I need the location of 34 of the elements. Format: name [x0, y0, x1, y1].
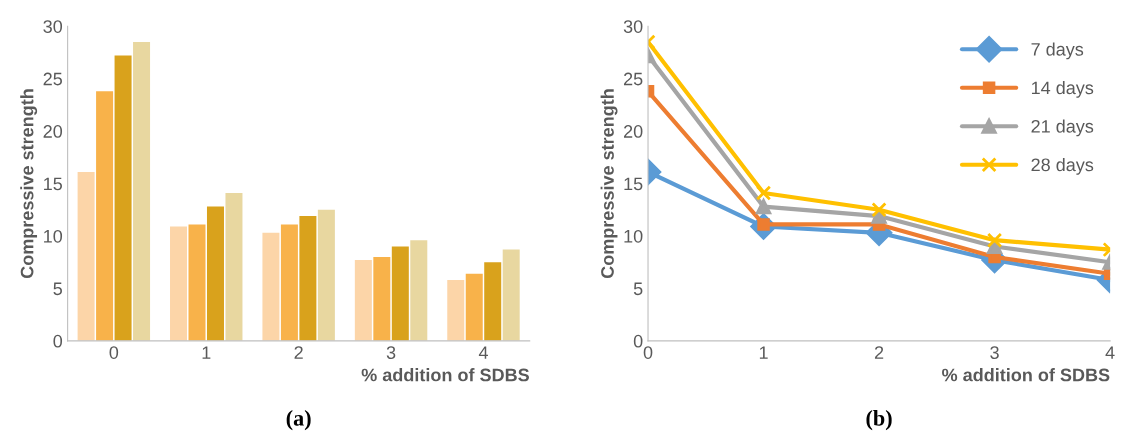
- y-tick-label: 0: [53, 334, 63, 348]
- legend-label: 7 days: [1031, 42, 1084, 60]
- text: (b): [866, 410, 892, 431]
- x-axis-title: % addition of SDBS: [942, 368, 1110, 382]
- x-tick-label: 0: [109, 346, 119, 359]
- y-tick-label: 25: [623, 72, 643, 86]
- x-tick-label: 4: [1105, 346, 1115, 359]
- x-tick-label: 3: [990, 346, 999, 359]
- y-tick-label: 20: [43, 125, 63, 138]
- y-tick-label: 15: [624, 177, 643, 191]
- x-tick-label: 0: [643, 346, 653, 359]
- y-tick-label: 10: [44, 229, 63, 243]
- y-tick-label: 25: [43, 72, 62, 86]
- y-tick-label: 0: [633, 334, 643, 348]
- x-tick-label: 2: [874, 346, 884, 359]
- x-tick-label: 1: [759, 346, 768, 359]
- y-axis-title: Compressive strength: [20, 89, 38, 279]
- text: (a): [286, 410, 311, 431]
- x-tick-label: 4: [478, 346, 488, 359]
- y-tick-label: 30: [43, 20, 63, 33]
- y-tick-label: 15: [44, 177, 62, 191]
- legend-label: 28 days: [1031, 157, 1094, 175]
- x-tick-label: 3: [386, 346, 396, 359]
- y-tick-label: 10: [624, 229, 643, 243]
- x-tick-label: 2: [294, 346, 303, 359]
- legend-label: 14 days: [1031, 80, 1094, 98]
- x-axis-title: % addition of SDBS: [361, 368, 529, 382]
- legend-label: 21 days: [1031, 119, 1094, 137]
- y-tick-label: 30: [623, 20, 643, 33]
- y-tick-label: 5: [53, 282, 62, 296]
- x-tick-label: 1: [202, 346, 211, 359]
- y-tick-label: 5: [633, 282, 643, 296]
- y-tick-label: 20: [623, 125, 643, 138]
- y-axis-title: Compressive strength: [600, 89, 618, 279]
